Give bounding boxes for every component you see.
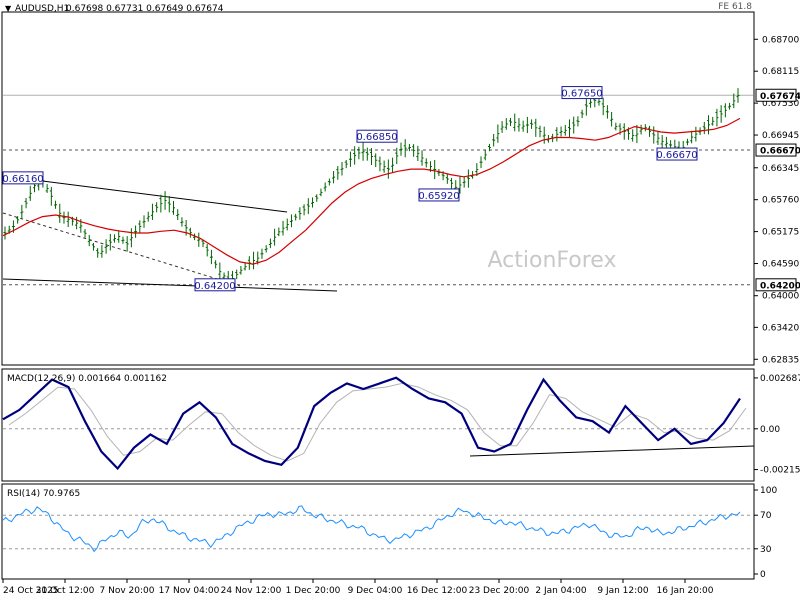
price-tag-box bbox=[755, 143, 797, 157]
price-axis-label: 0.68700 bbox=[762, 35, 799, 45]
annotation-label: 0.66850 bbox=[356, 132, 397, 143]
price-axis-label: 0.65760 bbox=[762, 196, 799, 206]
dashed-trendline bbox=[2, 212, 241, 287]
annotation-label: 0.66670 bbox=[656, 150, 697, 161]
price-axis-label: 0.63420 bbox=[762, 323, 799, 333]
rsi-title: RSI(14) 70.9765 bbox=[7, 489, 80, 499]
time-axis-label: 9 Jan 12:00 bbox=[597, 586, 649, 596]
time-axis-label: 2 Jan 04:00 bbox=[535, 586, 587, 596]
time-axis-label: 23 Dec 20:00 bbox=[469, 586, 530, 596]
trendlines bbox=[2, 175, 338, 292]
rsi-line bbox=[2, 505, 741, 553]
time-axis-label: 1 Dec 20:00 bbox=[286, 586, 341, 596]
annotation-label: 0.67650 bbox=[561, 89, 602, 100]
price-tag-label: 0.64200 bbox=[760, 281, 800, 291]
macd-main-line bbox=[2, 376, 741, 471]
price-axis-label: 0.66345 bbox=[762, 164, 799, 174]
annotation-label: 0.64200 bbox=[194, 281, 235, 292]
annotation-label: 0.66160 bbox=[2, 174, 43, 185]
price-levels bbox=[3, 94, 753, 286]
macd-axis-label: -0.002154 bbox=[760, 466, 800, 476]
price-axis-label: 0.67530 bbox=[762, 99, 799, 109]
time-axis-label: 7 Nov 20:00 bbox=[100, 586, 155, 596]
price-tag-box bbox=[755, 278, 797, 292]
watermark: ActionForex bbox=[488, 248, 617, 273]
macd-axis: 0.002687 0.00 -0.002154 bbox=[754, 374, 800, 476]
price-tag-label: 0.66670 bbox=[760, 147, 800, 157]
price-tags: 0.67674 0.66670 0.64200 bbox=[755, 88, 800, 292]
price-panel-frame bbox=[1, 11, 755, 366]
time-axis-label: 31 Oct 12:00 bbox=[36, 586, 95, 596]
price-axis-label: 0.64590 bbox=[762, 260, 799, 270]
rsi-axis-label: 0 bbox=[760, 570, 766, 580]
upper-trendline bbox=[2, 175, 288, 213]
annotation-box bbox=[561, 86, 603, 100]
time-axis-label: 24 Oct 2025 bbox=[3, 586, 59, 596]
price-axis-label: 0.65175 bbox=[762, 228, 799, 238]
price-annotations: 0.66160 0.64200 0.66850 0.65920 0.67650 0.666… bbox=[2, 86, 698, 292]
rsi-axis-label: 30 bbox=[760, 545, 772, 555]
rsi-axis: 100 70 30 0 bbox=[754, 486, 777, 580]
time-axis-label: 9 Dec 04:00 bbox=[348, 586, 403, 596]
annotation-label: 0.65920 bbox=[418, 191, 459, 202]
annotation-box bbox=[356, 129, 398, 143]
price-axis-label: 0.62835 bbox=[762, 355, 799, 365]
macd-signal-line bbox=[8, 382, 747, 462]
rsi-guides bbox=[3, 514, 753, 550]
rsi-axis-label: 100 bbox=[760, 486, 777, 496]
annotation-box bbox=[2, 171, 44, 185]
time-axis-label: 16 Jan 20:00 bbox=[657, 586, 714, 596]
price-axis-label: 0.68115 bbox=[762, 67, 799, 77]
price-axis-label: 0.64000 bbox=[762, 292, 799, 302]
ohlc-label: 0.67698 0.67731 0.67649 0.67674 bbox=[66, 4, 224, 14]
time-axis-label: 24 Nov 12:00 bbox=[221, 586, 282, 596]
time-axis-label: 16 Dec 12:00 bbox=[407, 586, 468, 596]
rsi-panel-frame bbox=[1, 483, 755, 580]
annotation-box bbox=[418, 188, 460, 202]
lower-trendline bbox=[2, 278, 338, 292]
annotation-box bbox=[656, 147, 698, 161]
fe-label: FE 61.8 bbox=[718, 2, 752, 12]
macd-trendline bbox=[469, 445, 755, 457]
time-axis-label: 17 Nov 04:00 bbox=[159, 586, 220, 596]
moving-average-line bbox=[2, 117, 741, 265]
macd-axis-label: 0.00 bbox=[760, 425, 780, 435]
price-tag-box bbox=[755, 88, 797, 102]
annotation-box bbox=[194, 278, 236, 292]
rsi-axis-label: 70 bbox=[760, 511, 772, 521]
collapse-arrow-icon[interactable]: ▼ bbox=[5, 4, 12, 13]
symbol-label: AUDUSD,H1 bbox=[15, 4, 69, 14]
price-axis: 0.68700 0.68115 0.67530 0.66945 0.66345 0.657… bbox=[754, 35, 799, 365]
price-tag-label: 0.67674 bbox=[760, 92, 800, 102]
macd-title: MACD(12,26,9) 0.001664 0.001162 bbox=[7, 374, 167, 384]
macd-axis-label: 0.002687 bbox=[760, 374, 800, 384]
price-axis-label: 0.66945 bbox=[762, 131, 799, 141]
